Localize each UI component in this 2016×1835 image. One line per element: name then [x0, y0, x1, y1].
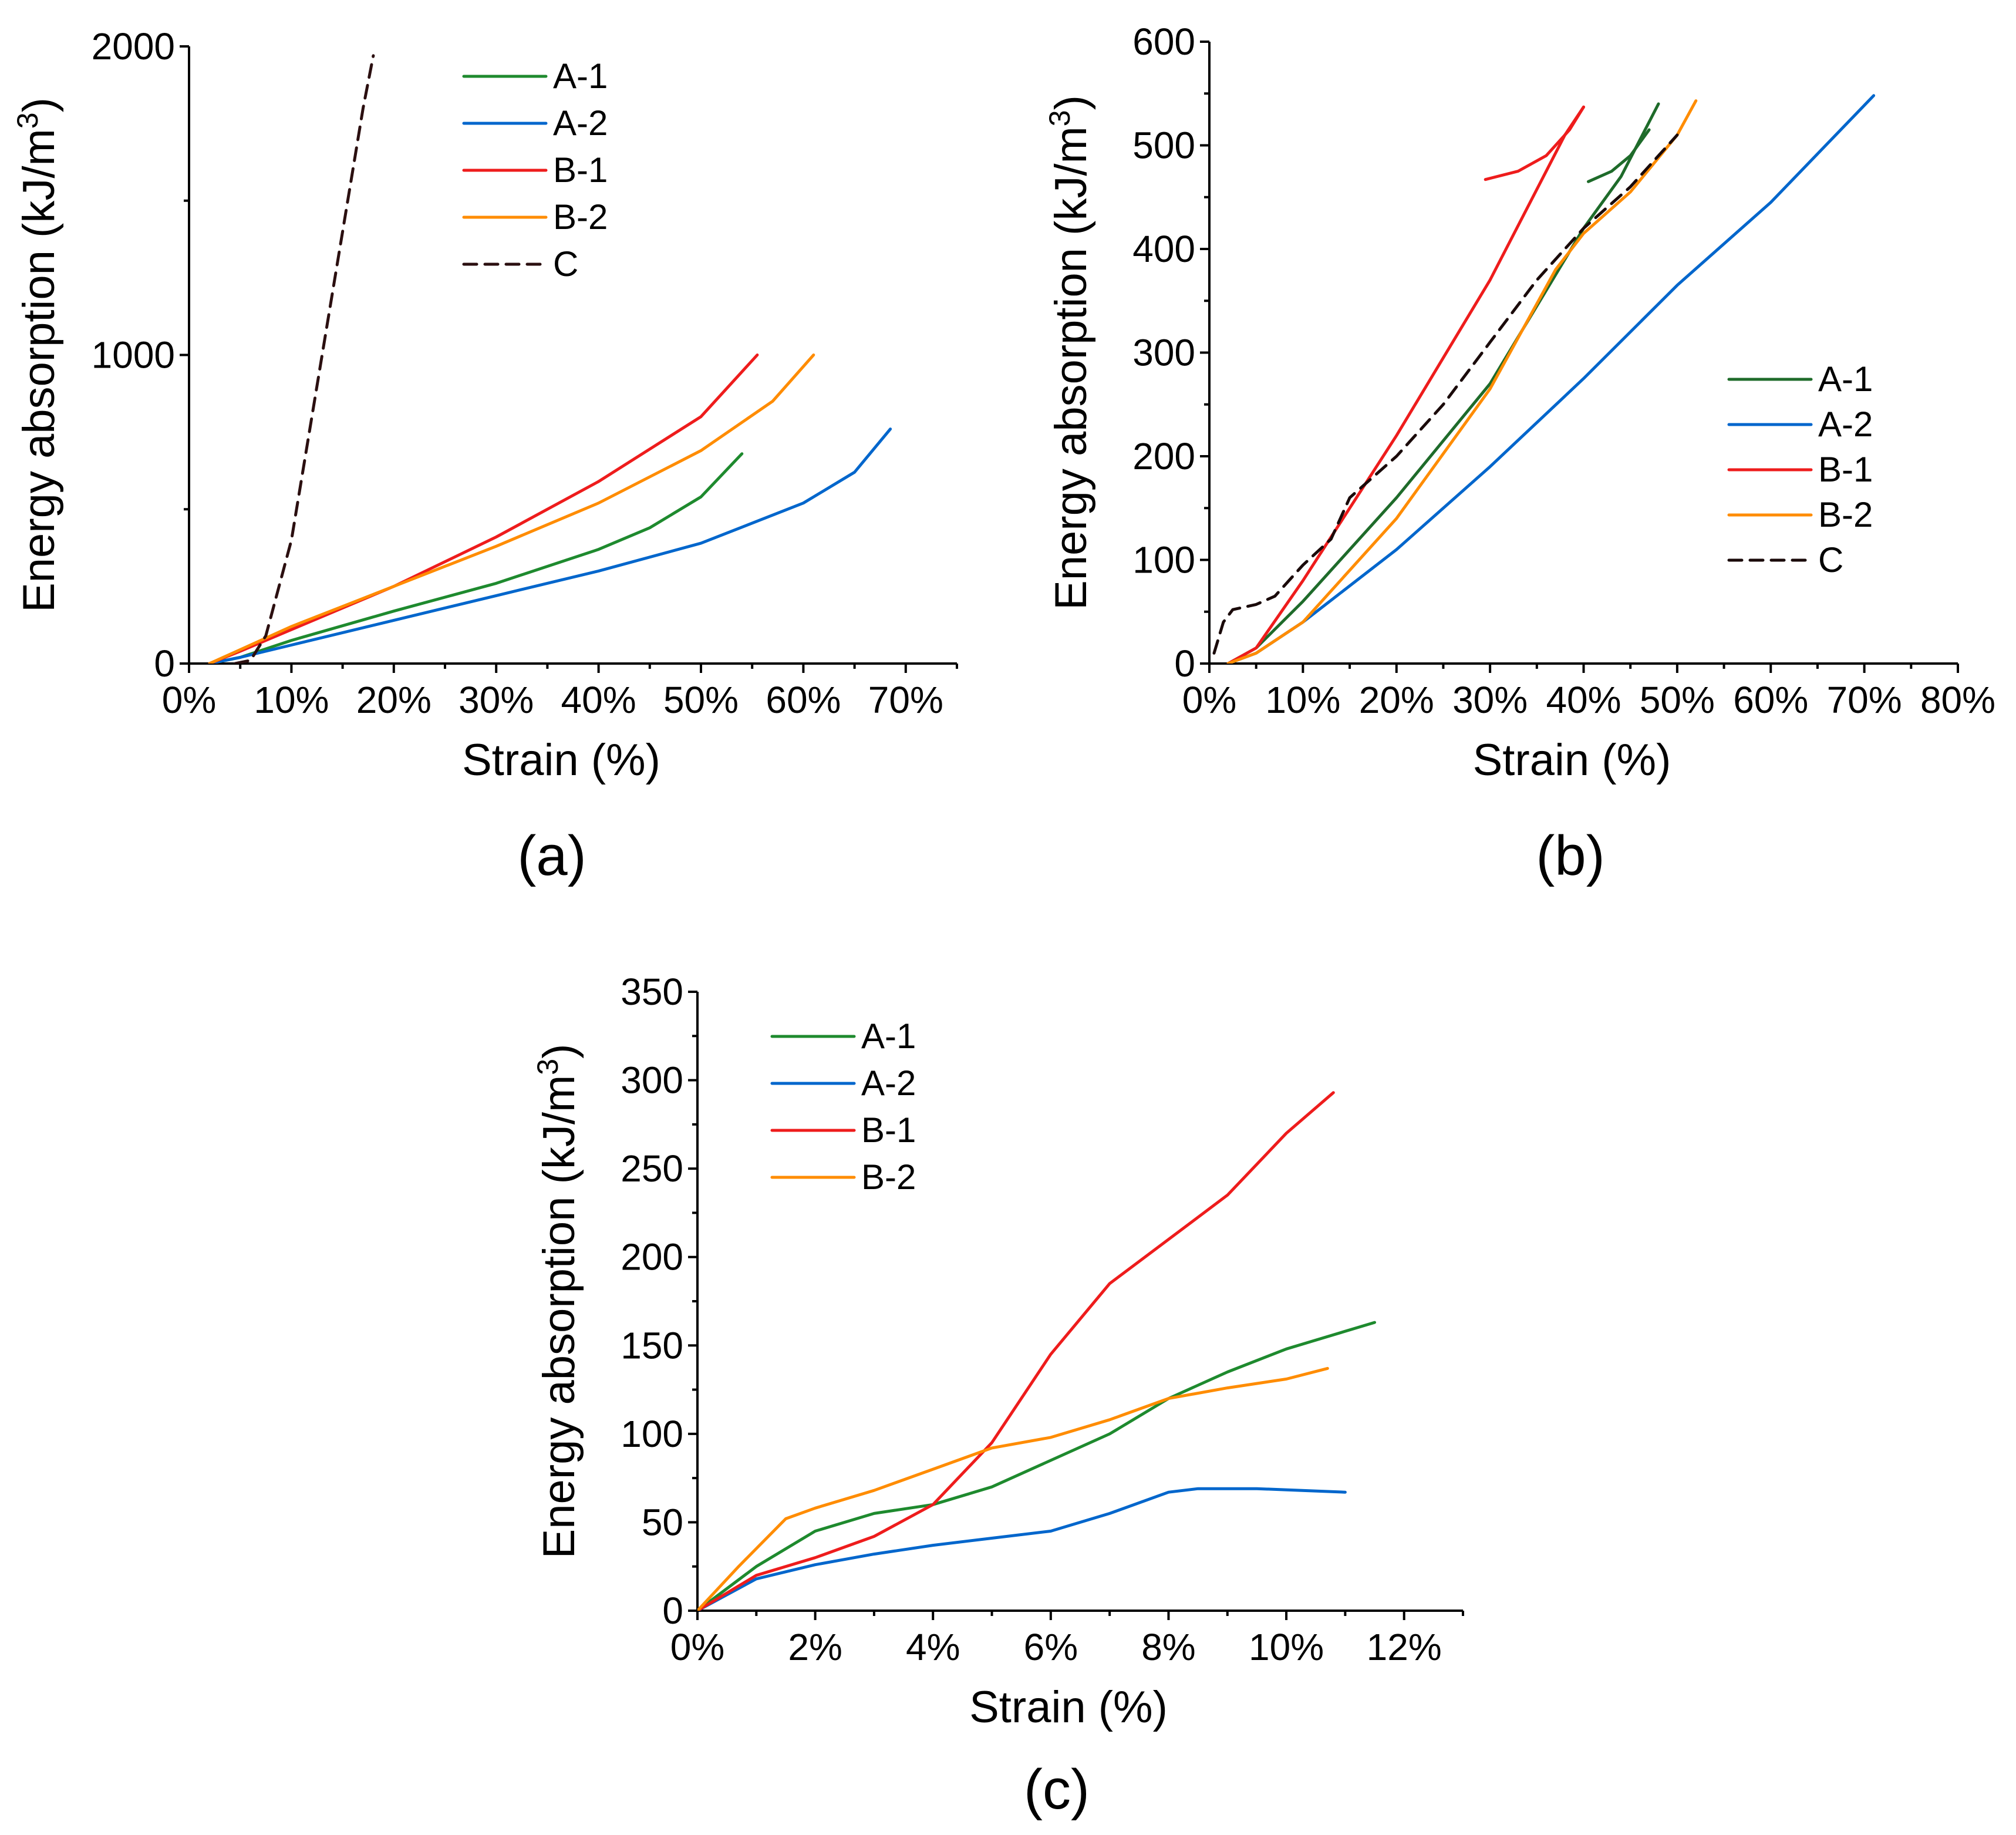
legend-label: A-2 [553, 103, 608, 143]
series-line-c [1212, 133, 1679, 655]
series-line-a-1 [697, 1321, 1376, 1611]
y-axis-title: Energy absorption (kJ/m3) [531, 1044, 584, 1559]
x-tick-label: 80% [1920, 679, 1995, 721]
series-line-a-1 [208, 452, 744, 664]
x-tick-label: 50% [1640, 679, 1715, 721]
y-axis-title-superscript: 3 [1043, 110, 1076, 126]
y-tick-label: 150 [621, 1324, 683, 1366]
y-tick-label: 0 [1174, 642, 1195, 685]
series-line-b-2 [1226, 99, 1698, 664]
x-tick-label: 60% [1733, 679, 1808, 721]
y-axis-title-text: Energy absorption (kJ/m [14, 129, 64, 612]
series-line-a-1 [1587, 128, 1651, 183]
x-axis-title: Strain (%) [1473, 735, 1671, 785]
y-axis-title: Energy absorption (kJ/m3) [11, 97, 64, 612]
legend-label: C [553, 244, 578, 284]
y-tick-label: 50 [642, 1501, 683, 1543]
y-tick-label: 200 [621, 1236, 683, 1278]
panel-b-chart: 0% 10% 20% 30% 40% 50% 60% 70% 80% 0 100 200 300 400 5… [1043, 21, 1995, 887]
x-axis-title: Strain (%) [969, 1682, 1168, 1732]
x-tick-label: 0% [162, 679, 217, 721]
y-axis-title: Energy absorption (kJ/m3) [1043, 95, 1096, 610]
y-tick-label: 100 [621, 1413, 683, 1455]
y-tick-label: 350 [621, 971, 683, 1013]
y-axis-title-end: ) [1046, 95, 1096, 110]
x-tick-label: 30% [459, 679, 534, 721]
x-tick-label: 0% [670, 1626, 725, 1668]
x-tick-label: 40% [561, 679, 636, 721]
series-line-b-2 [208, 353, 815, 664]
legend-label: A-1 [861, 1016, 916, 1056]
panel-label: (b) [1536, 824, 1604, 887]
y-axis-title-text: Energy absorption (kJ/m [1046, 126, 1096, 610]
panel-c-chart: 0% 2% 4% 6% 8% 10% 12% 0 50 100 150 200 250 300 350 Str… [531, 971, 1464, 1821]
panel-a-chart: 0% 10% 20% 30% 40% 50% 60% 70% 0 1000 2000 Strain (… [11, 25, 958, 887]
series-line-b-1 [697, 1091, 1335, 1611]
x-tick-label: 70% [868, 679, 943, 721]
legend-label: A-1 [553, 56, 608, 96]
series-line-b-1 [208, 353, 759, 664]
series-line-b-1 [1226, 105, 1585, 664]
x-tick-label: 20% [1359, 679, 1434, 721]
x-tick-label: 10% [1249, 1626, 1324, 1668]
series-line-a-1 [1226, 102, 1660, 664]
y-tick-label: 400 [1132, 228, 1195, 270]
x-tick-label: 4% [906, 1626, 960, 1668]
y-tick-label: 200 [1132, 435, 1195, 477]
legend-label: A-1 [1818, 359, 1873, 399]
x-tick-label: 50% [663, 679, 739, 721]
legend-label: B-2 [861, 1157, 916, 1197]
series-group [697, 1091, 1376, 1611]
y-axis-title-superscript: 3 [531, 1059, 564, 1075]
y-axis-title-superscript: 3 [11, 112, 44, 129]
x-tick-label: 6% [1024, 1626, 1078, 1668]
legend-label: B-1 [1818, 450, 1873, 489]
x-tick-label: 70% [1827, 679, 1902, 721]
series-line-c [234, 54, 375, 664]
y-tick-label: 0 [154, 642, 175, 685]
y-tick-label: 500 [1132, 124, 1195, 167]
x-tick-label: 8% [1141, 1626, 1196, 1668]
x-tick-label: 30% [1452, 679, 1528, 721]
x-axis-title: Strain (%) [462, 735, 660, 785]
series-group [1212, 94, 1876, 664]
x-tick-label: 0% [1182, 679, 1237, 721]
y-tick-label: 250 [621, 1147, 683, 1190]
series-line-a-2 [697, 1487, 1347, 1611]
legend-label: A-2 [1818, 405, 1873, 444]
legend-label: B-2 [1818, 495, 1873, 534]
legend-label: A-2 [861, 1063, 916, 1103]
y-axis-title-text: Energy absorption (kJ/m [534, 1075, 584, 1559]
x-tick-label: 60% [766, 679, 841, 721]
panel-label: (a) [517, 824, 586, 887]
x-tick-label: 2% [788, 1626, 842, 1668]
legend-label: B-2 [553, 197, 608, 237]
legend-label: B-1 [861, 1110, 916, 1150]
x-tick-label: 20% [356, 679, 431, 721]
y-tick-label: 0 [662, 1590, 683, 1632]
y-tick-label: 300 [1132, 332, 1195, 374]
y-axis-title-end: ) [14, 97, 64, 112]
series-line-a-2 [208, 427, 892, 664]
series-line-b-1 [1484, 105, 1585, 181]
x-tick-label: 10% [1265, 679, 1340, 721]
x-tick-label: 40% [1546, 679, 1621, 721]
y-tick-label: 300 [621, 1059, 683, 1102]
y-tick-label: 100 [1132, 539, 1195, 581]
legend-label: C [1818, 540, 1843, 580]
y-axis-title-end: ) [534, 1044, 584, 1059]
y-tick-label: 1000 [92, 334, 175, 376]
x-tick-label: 12% [1367, 1626, 1442, 1668]
series-group [208, 54, 892, 664]
series-line-b-2 [697, 1366, 1329, 1611]
x-tick-label: 10% [254, 679, 329, 721]
y-tick-label: 2000 [92, 25, 175, 68]
legend-label: B-1 [553, 150, 608, 190]
y-tick-label: 600 [1132, 21, 1195, 63]
panel-label: (c) [1024, 1758, 1090, 1821]
